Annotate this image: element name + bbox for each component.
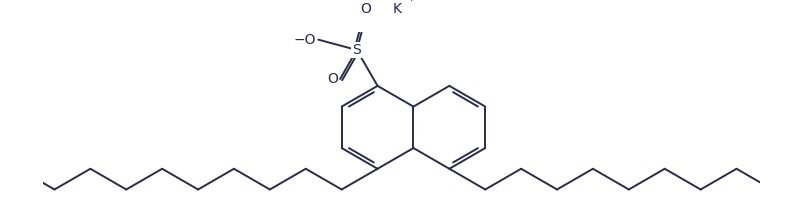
Text: −O: −O — [293, 33, 315, 47]
Text: O: O — [327, 72, 338, 86]
Text: S: S — [352, 43, 361, 57]
Text: O: O — [359, 2, 371, 16]
Text: K: K — [392, 2, 401, 15]
Text: +: + — [407, 0, 416, 3]
